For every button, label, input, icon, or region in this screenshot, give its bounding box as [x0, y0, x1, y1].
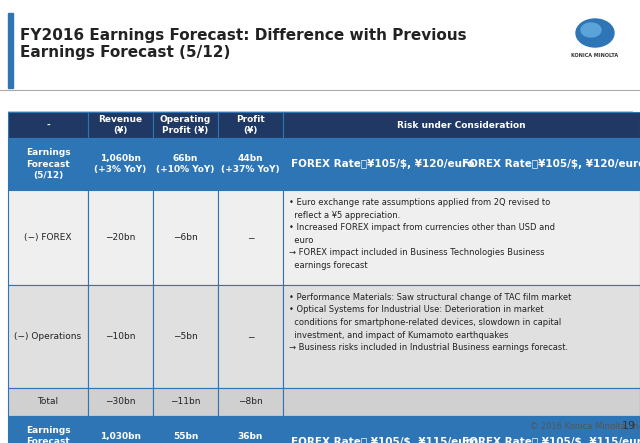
Bar [153, 112, 218, 138]
Bar [8, 416, 88, 443]
Text: 55bn
(−8% YoY): 55bn (−8% YoY) [159, 431, 212, 443]
Bar [153, 285, 218, 388]
Text: −30bn: −30bn [105, 397, 136, 407]
Bar [283, 112, 640, 138]
Bar [283, 285, 640, 388]
Bar [88, 138, 153, 190]
Text: FOREX Rate： ¥105/$, ¥115/euro: FOREX Rate： ¥105/$, ¥115/euro [291, 437, 478, 443]
Text: Earnings
Forecast
(5/12): Earnings Forecast (5/12) [26, 148, 70, 180]
Text: KONICA MINOLTA: KONICA MINOLTA [572, 53, 619, 58]
Ellipse shape [576, 19, 614, 47]
Text: -: - [46, 120, 50, 129]
Text: FOREX Rate： ¥105/$, ¥115/euro: FOREX Rate： ¥105/$, ¥115/euro [461, 437, 640, 443]
Text: 44bn
(+37% YoY): 44bn (+37% YoY) [221, 154, 280, 175]
Text: 1,030bn
(Flat): 1,030bn (Flat) [100, 431, 141, 443]
Bar [88, 190, 153, 285]
Bar [8, 138, 88, 190]
Bar [283, 190, 640, 285]
Text: Earnings Forecast (5/12): Earnings Forecast (5/12) [20, 45, 230, 60]
Text: −10bn: −10bn [105, 332, 136, 341]
Text: −5bn: −5bn [173, 332, 198, 341]
Text: © 2016 Konica Minolta, Inc.: © 2016 Konica Minolta, Inc. [530, 422, 640, 431]
Text: (−) Operations: (−) Operations [15, 332, 81, 341]
Bar [153, 388, 218, 416]
Text: FY2016 Earnings Forecast: Difference with Previous: FY2016 Earnings Forecast: Difference wit… [20, 28, 467, 43]
Bar [218, 416, 283, 443]
Bar [218, 190, 283, 285]
Text: • Euro exchange rate assumptions applied from 2Q revised to
  reflect a ¥5 appre: • Euro exchange rate assumptions applied… [289, 198, 555, 269]
Text: Profit
(¥): Profit (¥) [236, 115, 265, 136]
Ellipse shape [581, 23, 601, 37]
Text: 1,060bn
(+3% YoY): 1,060bn (+3% YoY) [94, 154, 147, 175]
Bar [88, 388, 153, 416]
Text: FOREX Rate：¥105/$, ¥120/euro: FOREX Rate：¥105/$, ¥120/euro [461, 159, 640, 169]
Text: Revenue
(¥): Revenue (¥) [99, 115, 143, 136]
Bar [88, 285, 153, 388]
Text: −: − [247, 332, 254, 341]
Bar [153, 138, 218, 190]
Text: FOREX Rate：¥105/$, ¥120/euro: FOREX Rate：¥105/$, ¥120/euro [291, 159, 474, 169]
Bar [218, 112, 283, 138]
Text: 36bn
(+13% YoY): 36bn (+13% YoY) [221, 431, 280, 443]
Bar [8, 190, 88, 285]
Text: Operating
Profit (¥): Operating Profit (¥) [160, 115, 211, 136]
Bar [8, 13, 13, 88]
Text: −8bn: −8bn [238, 397, 263, 407]
Text: Total: Total [37, 397, 59, 407]
Bar [153, 190, 218, 285]
Bar [88, 112, 153, 138]
Text: −11bn: −11bn [170, 397, 201, 407]
Bar [283, 416, 640, 443]
Text: −6bn: −6bn [173, 233, 198, 242]
Text: • Performance Materials: Saw structural change of TAC film market
• Optical Syst: • Performance Materials: Saw structural … [289, 293, 572, 352]
Bar [218, 388, 283, 416]
Bar [8, 285, 88, 388]
Bar [8, 112, 88, 138]
Bar [88, 416, 153, 443]
Text: 66bn
(+10% YoY): 66bn (+10% YoY) [156, 154, 214, 175]
Text: Earnings
Forecast
(7/28): Earnings Forecast (7/28) [26, 426, 70, 443]
Text: 19: 19 [622, 421, 636, 431]
Text: Risk under Consideration: Risk under Consideration [397, 120, 526, 129]
Text: −: − [247, 233, 254, 242]
Bar [283, 388, 640, 416]
Bar [8, 388, 88, 416]
Bar [218, 285, 283, 388]
Bar [153, 416, 218, 443]
Text: −20bn: −20bn [106, 233, 136, 242]
Bar [283, 138, 640, 190]
Bar [218, 138, 283, 190]
Text: (−) FOREX: (−) FOREX [24, 233, 72, 242]
